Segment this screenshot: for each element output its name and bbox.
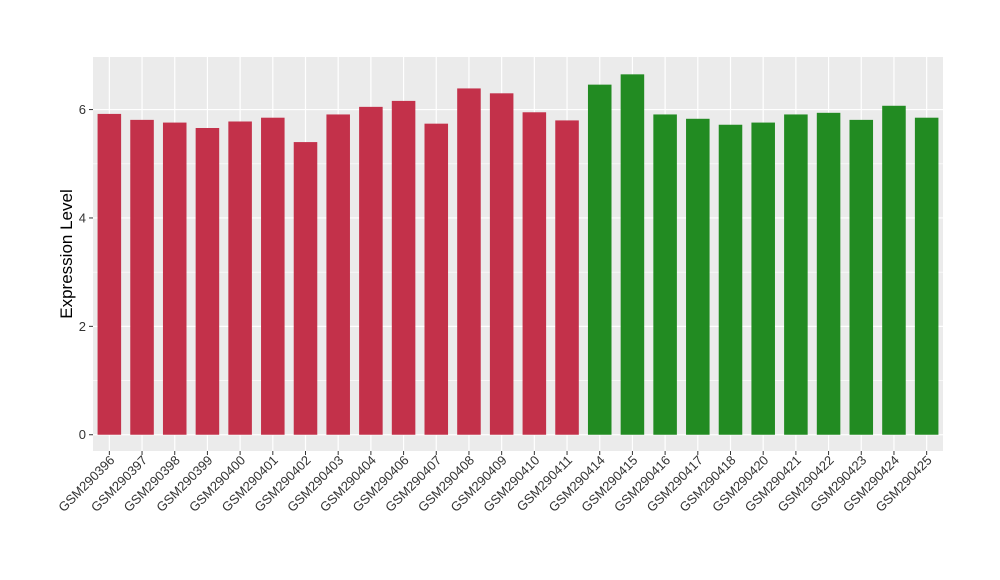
bar-GSM290398 <box>162 122 187 435</box>
bar-GSM290421 <box>784 114 808 435</box>
bar-GSM290415 <box>620 74 645 435</box>
y-tick-label: 4 <box>79 210 86 225</box>
y-axis-title: Expression Level <box>57 189 76 318</box>
bar-GSM290416 <box>653 114 677 435</box>
bar-GSM290404 <box>359 106 383 435</box>
x-axis: GSM290396GSM290397GSM290398GSM290399GSM2… <box>55 451 935 515</box>
bar-GSM290399 <box>195 127 220 435</box>
y-tick-label: 2 <box>79 319 86 334</box>
bar-GSM290403 <box>326 114 350 435</box>
bar-GSM290411 <box>555 120 579 435</box>
y-tick-label: 6 <box>79 102 86 117</box>
bar-GSM290424 <box>882 105 906 435</box>
bar-GSM290402 <box>293 142 318 435</box>
bar-GSM290414 <box>587 84 612 435</box>
y-axis: 0 2 4 6 <box>79 102 93 442</box>
bar-GSM290410 <box>522 112 547 435</box>
bar-GSM290409 <box>489 93 514 435</box>
y-tick-label: 0 <box>79 427 86 442</box>
plot-panel <box>93 57 943 451</box>
bar-GSM290408 <box>457 88 481 435</box>
bar-GSM290423 <box>849 119 874 435</box>
bar-GSM290422 <box>816 112 841 435</box>
bar-GSM290420 <box>751 122 775 435</box>
bar-GSM290396 <box>97 113 122 435</box>
bar-GSM290400 <box>228 121 252 435</box>
bar-GSM290418 <box>718 124 743 435</box>
bar-GSM290401 <box>261 117 285 435</box>
bars <box>97 74 939 435</box>
bar-GSM290406 <box>391 100 416 435</box>
bar-GSM290397 <box>130 119 154 435</box>
bar-GSM290417 <box>686 118 710 435</box>
bar-GSM290425 <box>914 117 939 435</box>
bar-GSM290407 <box>424 123 449 435</box>
